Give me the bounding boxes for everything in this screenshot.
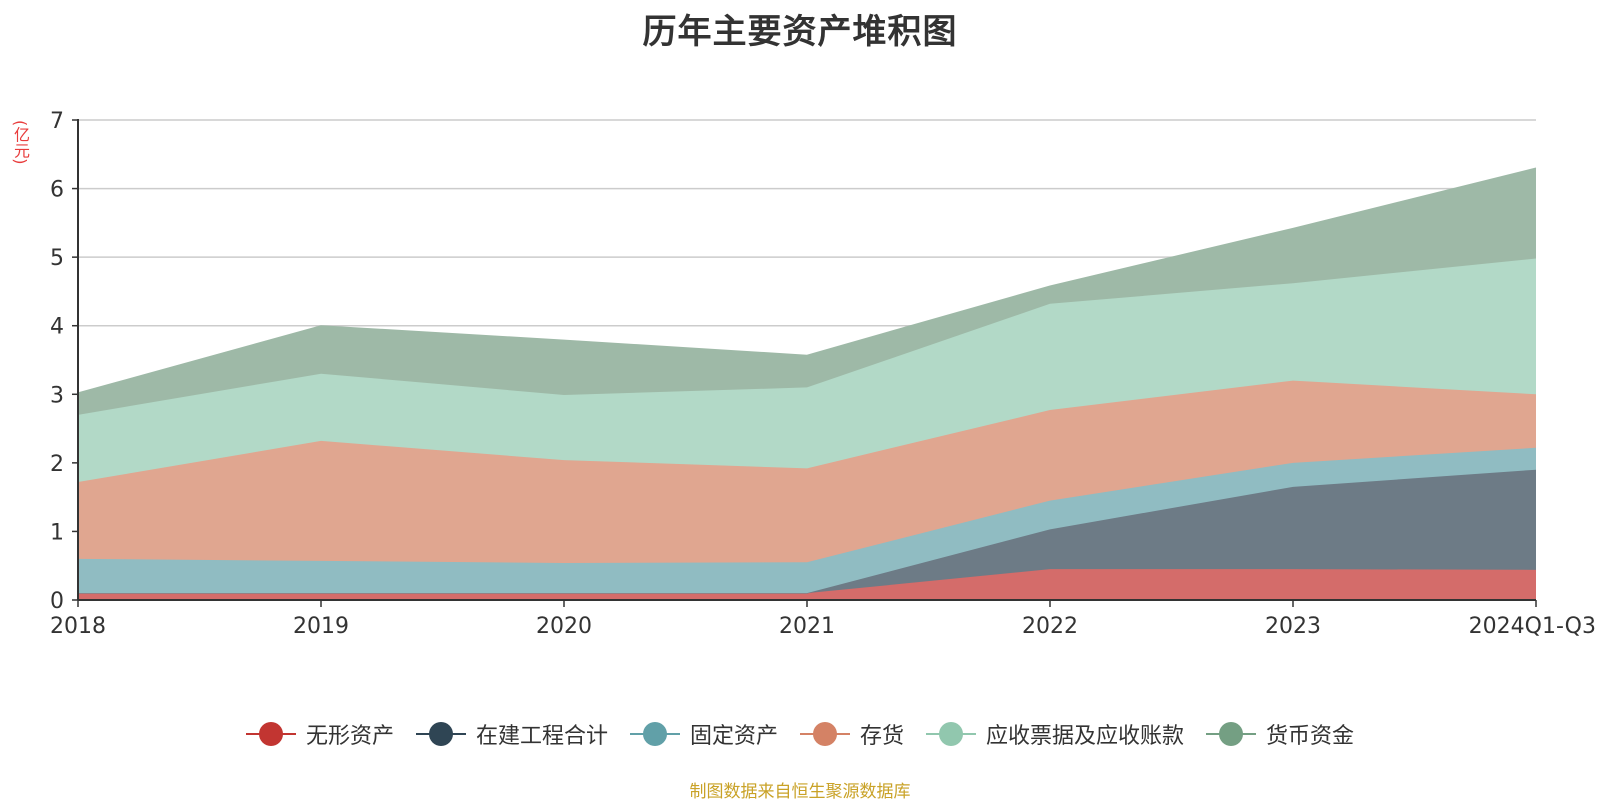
y-axis-ticks: 0 1 2 3 4 5 6 7 [50,109,78,614]
y-tick-label: 1 [50,520,64,545]
legend-item-5[interactable]: 货币资金 [1206,718,1354,750]
x-tick-label: 2021 [779,614,835,639]
y-tick-label: 7 [50,109,64,134]
y-tick-label: 2 [50,452,64,477]
legend-label: 在建工程合计 [475,724,608,749]
chart-title: 历年主要资产堆积图 [642,12,958,52]
legend-label: 存货 [860,724,905,749]
legend-marker-icon [415,722,466,746]
x-tick-label: 2018 [50,614,106,639]
area-series-3 [78,380,1536,563]
legend-item-0[interactable]: 无形资产 [245,718,394,750]
x-tick-label: 2023 [1265,614,1321,639]
legend-label: 固定资产 [689,724,778,749]
area-series-5 [78,168,1536,415]
area-series-4 [78,258,1536,483]
area-series-edge-5 [77,167,1537,394]
legend-marker-icon [629,722,680,746]
legend-item-2[interactable]: 固定资产 [629,718,778,750]
legend-marker-icon [800,722,850,746]
x-tick-label: 2022 [1022,614,1078,639]
x-tick-label: 2019 [293,614,349,639]
legend-item-3[interactable]: 存货 [800,718,904,750]
area-series-0 [78,569,1536,600]
source-note: 制图数据来自恒生聚源数据库 [689,782,911,802]
legend-marker-icon [245,722,296,746]
y-tick-label: 4 [50,315,64,340]
legend: 无形资产 在建工程合计 固定资产 存货 应收票据及应收账款 货币资金 [0,718,1600,750]
x-tick-label: 2024Q1-Q3 [1469,614,1596,639]
legend-marker-icon [1206,722,1257,746]
y-tick-label: 6 [50,178,64,203]
x-axis-ticks: 2018 2019 2020 2021 2022 2023 2024Q1-Q3 [50,600,1596,639]
legend-item-4[interactable]: 应收票据及应收账款 [926,718,1184,750]
legend-label: 无形资产 [305,724,394,749]
legend-marker-icon [926,722,977,746]
area-series-1 [78,469,1536,594]
legend-label: 货币资金 [1266,724,1355,749]
stacked-area-chart: 0 1 2 3 4 5 6 7 2018 2019 2020 2021 2022 2023 2024Q1-… [50,109,1596,639]
y-tick-label: 3 [50,383,64,408]
legend-item-1[interactable]: 在建工程合计 [415,718,608,750]
area-series-2 [78,447,1536,594]
y-axis-unit-label: (亿元) [11,120,30,165]
y-tick-label: 5 [50,246,64,271]
area-series [77,167,1537,600]
y-tick-label: 0 [50,589,64,614]
legend-label: 应收票据及应收账款 [986,724,1185,749]
x-tick-label: 2020 [536,614,592,639]
